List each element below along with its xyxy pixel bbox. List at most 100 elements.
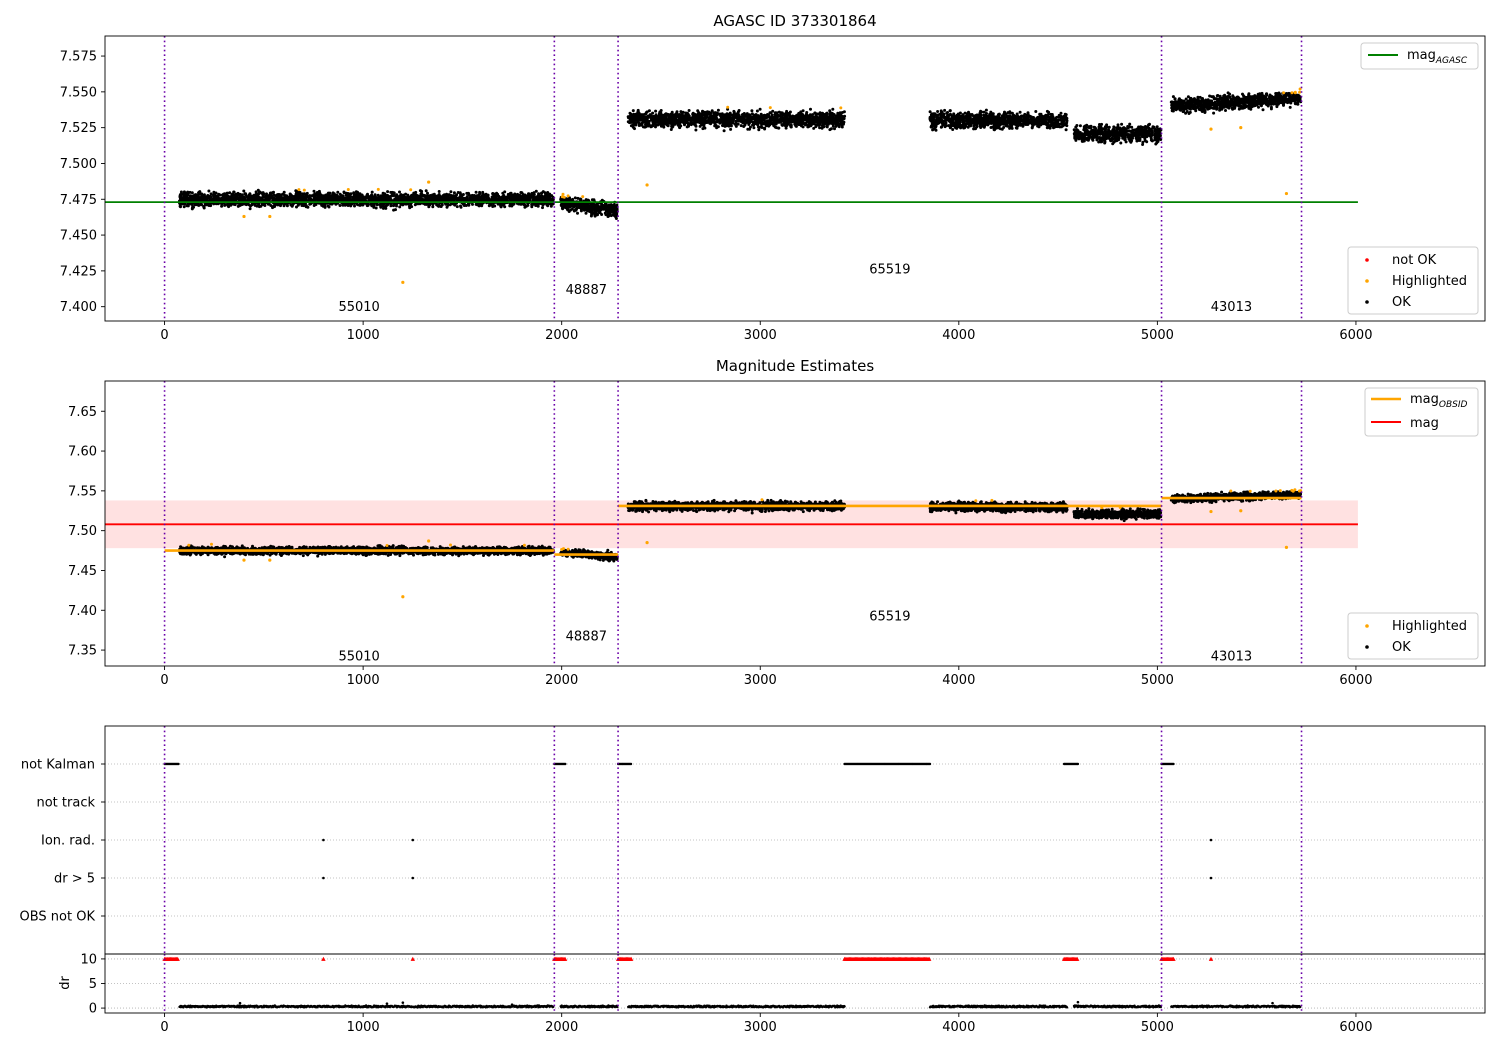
- ok-point: [261, 195, 265, 199]
- ok-point: [570, 207, 574, 211]
- ok-point: [427, 196, 431, 199]
- ok-point: [604, 213, 608, 217]
- ok-point: [939, 125, 943, 129]
- ok-point: [548, 195, 552, 199]
- ok-point: [509, 198, 513, 202]
- ok-point: [440, 203, 444, 207]
- ok-point: [408, 198, 412, 202]
- ok-point: [242, 196, 246, 200]
- ok-point: [644, 125, 648, 129]
- ok-point: [436, 204, 440, 208]
- ok-point: [653, 115, 657, 119]
- ok-point: [829, 127, 833, 131]
- ok-point: [756, 115, 759, 119]
- ok-point: [678, 125, 681, 129]
- ok-point: [667, 113, 671, 117]
- ok-point: [712, 120, 716, 124]
- ok-point: [501, 198, 505, 202]
- ok-point: [688, 118, 692, 122]
- ok-point: [570, 204, 574, 208]
- ok-point: [371, 195, 375, 199]
- ok-point: [769, 116, 773, 120]
- ok-point: [506, 192, 510, 196]
- ok-point: [256, 193, 260, 197]
- ok-point: [447, 196, 451, 200]
- ok-point: [766, 121, 770, 125]
- ok-point: [574, 208, 577, 212]
- ok-point: [257, 205, 261, 209]
- ok-point: [696, 113, 700, 117]
- ok-point: [267, 198, 271, 202]
- ok-point: [527, 192, 531, 196]
- ok-point: [737, 109, 741, 112]
- ok-point: [366, 203, 370, 207]
- ok-point: [394, 208, 397, 212]
- ok-point: [320, 203, 324, 207]
- ok-point: [218, 193, 222, 197]
- ok-point: [675, 110, 679, 114]
- ok-point: [561, 205, 565, 209]
- ok-point: [255, 196, 259, 200]
- ok-point: [576, 196, 580, 200]
- ok-point: [788, 115, 792, 119]
- ok-point: [534, 196, 538, 200]
- ok-point: [1018, 110, 1022, 114]
- ok-point: [385, 197, 389, 201]
- ok-point: [705, 121, 709, 124]
- ok-point: [808, 124, 812, 128]
- ok-point: [222, 192, 226, 196]
- ok-point: [207, 196, 211, 200]
- ok-point: [445, 205, 449, 209]
- ok-point: [221, 197, 225, 201]
- ok-point: [838, 122, 842, 126]
- ok-point: [650, 124, 654, 128]
- ok-point: [182, 205, 186, 209]
- ok-point: [246, 202, 250, 206]
- ok-point: [720, 112, 724, 116]
- ok-point: [228, 191, 232, 195]
- ok-point: [611, 209, 614, 213]
- ok-point: [685, 125, 689, 129]
- ok-point: [594, 206, 598, 210]
- ok-point: [540, 191, 544, 195]
- ok-point: [336, 190, 340, 194]
- ok-point: [354, 190, 358, 194]
- ok-point: [734, 113, 738, 117]
- ok-point: [708, 118, 711, 122]
- ok-point: [592, 198, 596, 202]
- ok-point: [776, 120, 780, 124]
- ok-point: [696, 109, 700, 113]
- ok-point: [797, 112, 801, 116]
- ok-point: [646, 114, 650, 118]
- ok-point: [199, 195, 203, 199]
- ok-point: [534, 189, 538, 193]
- ok-point: [478, 192, 482, 196]
- ok-point: [755, 109, 759, 113]
- ok-point: [627, 115, 630, 119]
- ok-point: [584, 208, 588, 212]
- ok-point: [186, 193, 190, 197]
- ok-point: [646, 120, 650, 124]
- ok-point: [573, 196, 577, 200]
- ok-point: [831, 124, 835, 128]
- ok-point: [710, 109, 714, 113]
- ok-point: [410, 205, 414, 209]
- ok-point: [431, 194, 435, 198]
- ok-point: [310, 194, 314, 198]
- ok-point: [658, 114, 662, 118]
- ok-point: [666, 124, 670, 128]
- ok-point: [342, 190, 346, 194]
- ok-point: [760, 126, 764, 129]
- ok-point: [839, 119, 843, 123]
- ok-point: [691, 114, 695, 117]
- ok-point: [804, 112, 808, 116]
- ok-point: [465, 191, 469, 195]
- ok-point: [793, 115, 797, 119]
- ok-point: [480, 204, 484, 208]
- ok-point: [248, 207, 252, 211]
- ok-point: [285, 195, 289, 199]
- ok-point: [628, 111, 632, 115]
- ok-point: [750, 109, 754, 113]
- ok-point: [754, 117, 758, 121]
